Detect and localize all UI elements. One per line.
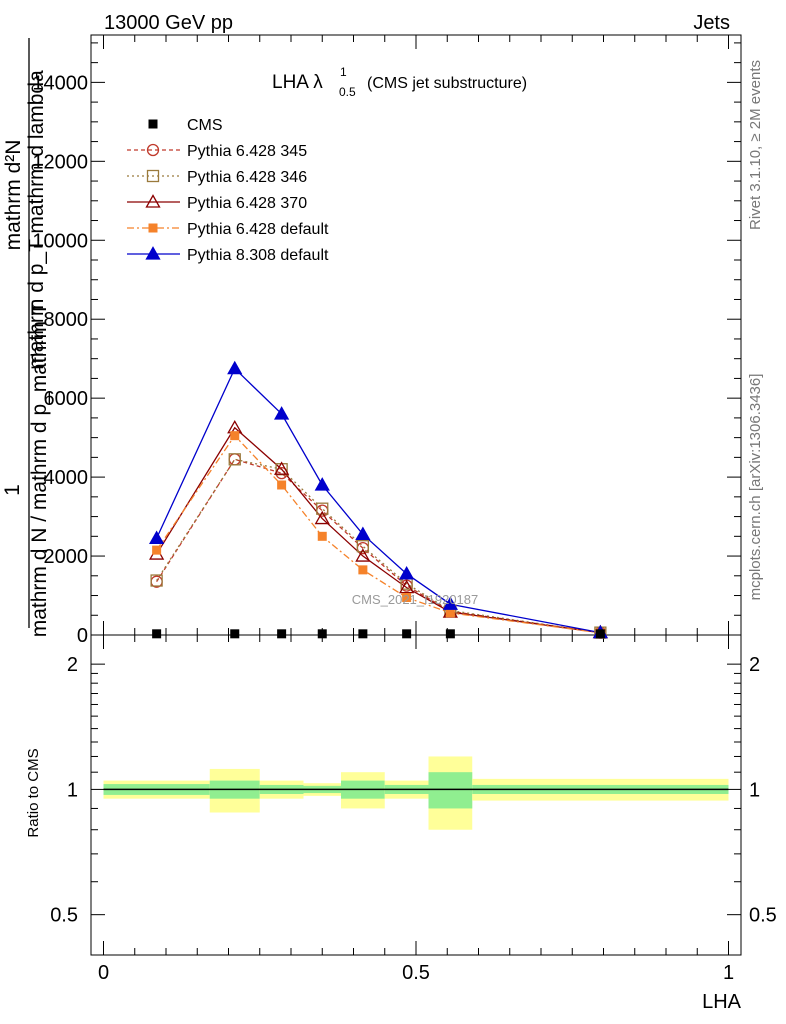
x-tick-label: 1 [723,962,734,984]
svg-text:LHA λ: LHA λ [272,72,323,93]
legend-label: Pythia 6.428 default [187,221,329,238]
legend-label: Pythia 6.428 345 [187,143,307,160]
series-point [149,530,165,544]
title-main: LHA λ [272,72,323,93]
y-tick-label: 4000 [44,467,89,489]
series-point [399,579,415,594]
ratio-tick-label-right: 1 [749,779,760,801]
x-tick-label: 0.5 [402,962,430,984]
cms-data-point [402,629,412,639]
y-label-lead: 1 [1,484,24,496]
series-point [228,453,241,466]
y-label-numerator-top: mathrm d²N [2,140,25,251]
cms-data-markers [152,629,605,639]
cms-data-point [230,629,240,639]
y-tick-label: 0 [77,625,88,647]
ratio-y-ticks: 0.5 0.5 1 1 2 2 [50,654,777,927]
cms-data-point [358,629,368,639]
ratio-bands [103,756,729,830]
legend-marker [145,194,161,208]
series-point [355,526,371,540]
cms-data-point [277,629,287,639]
series-point [402,593,412,602]
ratio-tick-label-right: 0.5 [749,905,777,927]
legend-label: CMS [187,117,223,134]
series-point [228,453,241,466]
series-line [156,426,601,634]
series-point [442,596,458,610]
series-point [356,540,370,553]
y-label-denominator: mathrm d N / mathrm d p_mathrm T [28,303,51,638]
legend: CMS Pythia 6.428 345 Pythia 6.428 346 Pythi… [127,117,329,264]
main-y-label: 1 mathrm d²N mathrm d p_T mathrm d lambd… [1,38,51,637]
legend-marker [146,143,160,157]
y-tick-label: 12000 [32,151,88,173]
series-point [316,502,329,515]
series-point [314,477,330,491]
cms-data-point [152,629,162,639]
series-point [227,360,243,375]
ratio-tick-label-right: 2 [749,654,760,676]
legend-label: Pythia 6.428 346 [187,169,307,186]
title-note: (CMS jet substructure) [367,75,527,92]
cms-data-point [317,629,327,639]
cms-data-point [595,629,605,639]
title-sub: 0.5 [339,85,356,99]
ratio-tick-label-left: 2 [67,654,78,676]
y-tick-label: 6000 [44,388,89,410]
legend-label: Pythia 6.428 370 [187,195,307,212]
legend-marker [148,223,158,233]
series-point [317,531,327,541]
plot-title: LHA λ 1 0.5 (CMS jet substructure) [272,65,527,99]
series-line [156,367,601,634]
y-tick-label: 10000 [32,230,88,252]
series-point [314,510,330,525]
rivet-version: Rivet 3.1.10, ≥ 2M events [747,60,764,230]
analysis-watermark: CMS_2021_I1920187 [352,592,479,607]
series-line [156,458,601,634]
cms-data-point [445,629,455,639]
series-point [274,461,290,475]
series-line [156,434,601,634]
header-left: 13000 GeV pp [104,12,233,34]
series-point [445,608,455,618]
header-right: Jets [693,12,730,34]
y-tick-label: 2000 [44,546,89,568]
x-tick-label: 0 [98,962,109,984]
series-point [277,480,287,490]
main-y-ticks: 0 2000 4000 6000 8000 10000 12000 14000 [32,42,741,647]
series-point [152,545,162,555]
series-point [399,565,415,580]
legend-marker [145,246,161,260]
legend-marker [148,119,158,129]
ratio-y-label: Ratio to CMS [25,748,42,837]
y-label-numerator-bottom: mathrm d p_T mathrm d lambda [25,70,48,370]
mcplots-credit: mcplots.cern.ch [arXiv:1306.3436] [747,374,764,601]
x-axis-label: LHA [702,991,742,1013]
legend-marker [146,169,160,183]
title-sup: 1 [340,65,347,79]
ratio-band-inner [428,772,473,809]
ratio-tick-label-left: 0.5 [50,905,78,927]
y-tick-label: 8000 [44,309,89,331]
series-point [230,431,240,441]
series-point [150,574,163,587]
series-line [156,458,601,634]
y-tick-label: 14000 [32,72,88,94]
ratio-tick-label-left: 1 [67,779,78,801]
series-lines [156,367,601,634]
legend-label: Pythia 8.308 default [187,247,329,264]
series-point [274,406,290,420]
series-point [355,548,371,562]
series-point [358,565,368,575]
